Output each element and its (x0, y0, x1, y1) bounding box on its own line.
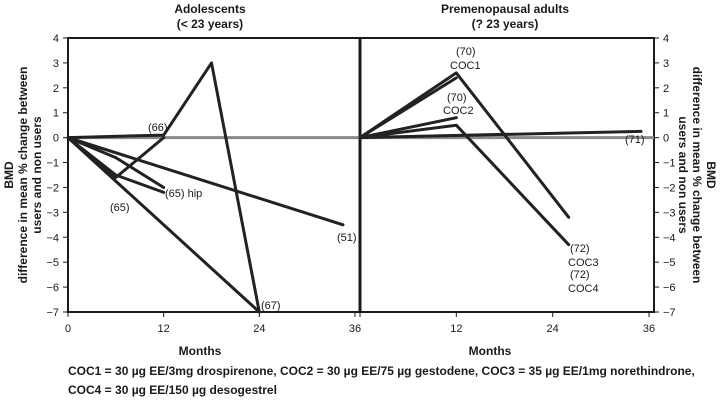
annotation-70-coc1: (70) (456, 46, 476, 58)
annotation-71: (71) (625, 134, 645, 146)
right-y-label-line1: BMD (704, 161, 718, 189)
left-y-label-line3: users and non users (30, 116, 44, 234)
footnote: COC1 = 30 µg EE/3mg drospirenone, COC2 =… (68, 362, 718, 400)
left-series-line-6 (66, 136, 166, 179)
left-panel-title: Adolescents (174, 2, 246, 16)
left-panel-series (66, 61, 345, 314)
left-series-line-1 (66, 61, 261, 314)
right-series-line-5 (358, 129, 643, 140)
right-x-tick-label: 36 (643, 323, 655, 335)
x-axis-ticks: 0 12 24 36 12 24 36 (65, 312, 655, 335)
right-y-tick-label: −4 (663, 232, 676, 244)
bmd-chart: Adolescents (< 23 years) Premenopausal a… (2, 2, 718, 358)
right-y-label-line3: users and non users (676, 116, 690, 234)
right-series-line-4 (358, 123, 571, 247)
left-y-tick-label: −7 (46, 307, 59, 319)
label-coc2: COC2 (443, 105, 474, 117)
annotation-65-hip: (65) hip (165, 188, 202, 200)
left-y-label-line1: BMD (2, 161, 16, 189)
right-series-line-2 (358, 76, 458, 140)
left-y-tick-label: 0 (53, 133, 59, 145)
right-panel-series (358, 71, 643, 247)
annotation-67: (67) (261, 300, 281, 312)
left-y-tick-label: 1 (53, 108, 59, 120)
label-coc4: COC4 (568, 283, 599, 295)
left-y-axis-label: BMD difference in mean % change between … (2, 67, 44, 284)
right-y-axis-label: BMD difference in mean % change between … (676, 67, 718, 284)
right-y-tick-label: −1 (663, 158, 676, 170)
right-y-tick-label: 3 (663, 58, 669, 70)
left-y-tick-label: −4 (46, 232, 59, 244)
annotation-72-coc3: (72) (570, 243, 590, 255)
right-y-axis-ticks: 4 3 2 1 0 −1 −2 −3 −4 −5 −6 −7 (654, 33, 676, 319)
right-y-tick-label: −2 (663, 182, 676, 194)
right-y-tick-label: 0 (663, 133, 669, 145)
left-y-label-line2: difference in mean % change between (16, 67, 30, 284)
left-y-axis-ticks: 4 3 2 1 0 −1 −2 −3 −4 −5 −6 −7 (46, 33, 68, 319)
left-series-line-5 (66, 136, 166, 194)
left-x-tick-label: 12 (158, 323, 170, 335)
right-x-tick-label: 12 (450, 323, 462, 335)
left-panel-subtitle: (< 23 years) (177, 17, 243, 31)
left-series-line-2 (66, 136, 261, 314)
right-panel-frame (359, 37, 655, 313)
label-coc3: COC3 (568, 257, 599, 269)
right-y-tick-label: 4 (663, 33, 669, 45)
right-y-tick-label: 2 (663, 83, 669, 95)
footnote-line-1: COC1 = 30 µg EE/3mg drospirenone, COC2 =… (68, 364, 695, 378)
left-y-tick-label: −5 (46, 257, 59, 269)
right-panel-title: Premenopausal adults (441, 2, 569, 16)
left-y-tick-label: −3 (46, 207, 59, 219)
right-x-axis-label: Months (469, 344, 512, 358)
annotation-70-coc2: (70) (447, 92, 467, 104)
left-series-line-3 (66, 136, 345, 227)
left-y-tick-label: 3 (53, 58, 59, 70)
left-y-tick-label: 2 (53, 83, 59, 95)
annotation-65: (65) (110, 202, 130, 214)
right-y-tick-label: −7 (663, 307, 676, 319)
left-series-line-4 (66, 136, 166, 189)
annotation-72-coc4: (72) (570, 269, 590, 281)
left-x-axis-label: Months (179, 344, 222, 358)
right-x-tick-label: 24 (547, 323, 559, 335)
annotation-51: (51) (337, 232, 357, 244)
annotation-66: (66) (148, 122, 168, 134)
left-y-tick-label: −1 (46, 158, 59, 170)
left-x-tick-label: 0 (65, 323, 71, 335)
footnote-line-2: COC4 = 30 µg EE/150 µg desogestrel (68, 383, 277, 397)
right-y-tick-label: −6 (663, 282, 676, 294)
left-y-tick-label: −2 (46, 182, 59, 194)
left-x-tick-label: 24 (253, 323, 265, 335)
right-y-tick-label: 1 (663, 108, 669, 120)
left-y-tick-label: −6 (46, 282, 59, 294)
right-y-tick-label: −3 (663, 207, 676, 219)
left-x-tick-label: 36 (349, 323, 361, 335)
right-y-label-line2: difference in mean % change between (690, 67, 704, 284)
left-y-tick-label: 4 (53, 33, 59, 45)
label-coc1: COC1 (450, 60, 481, 72)
right-panel-subtitle: (? 23 years) (472, 17, 539, 31)
right-y-tick-label: −5 (663, 257, 676, 269)
